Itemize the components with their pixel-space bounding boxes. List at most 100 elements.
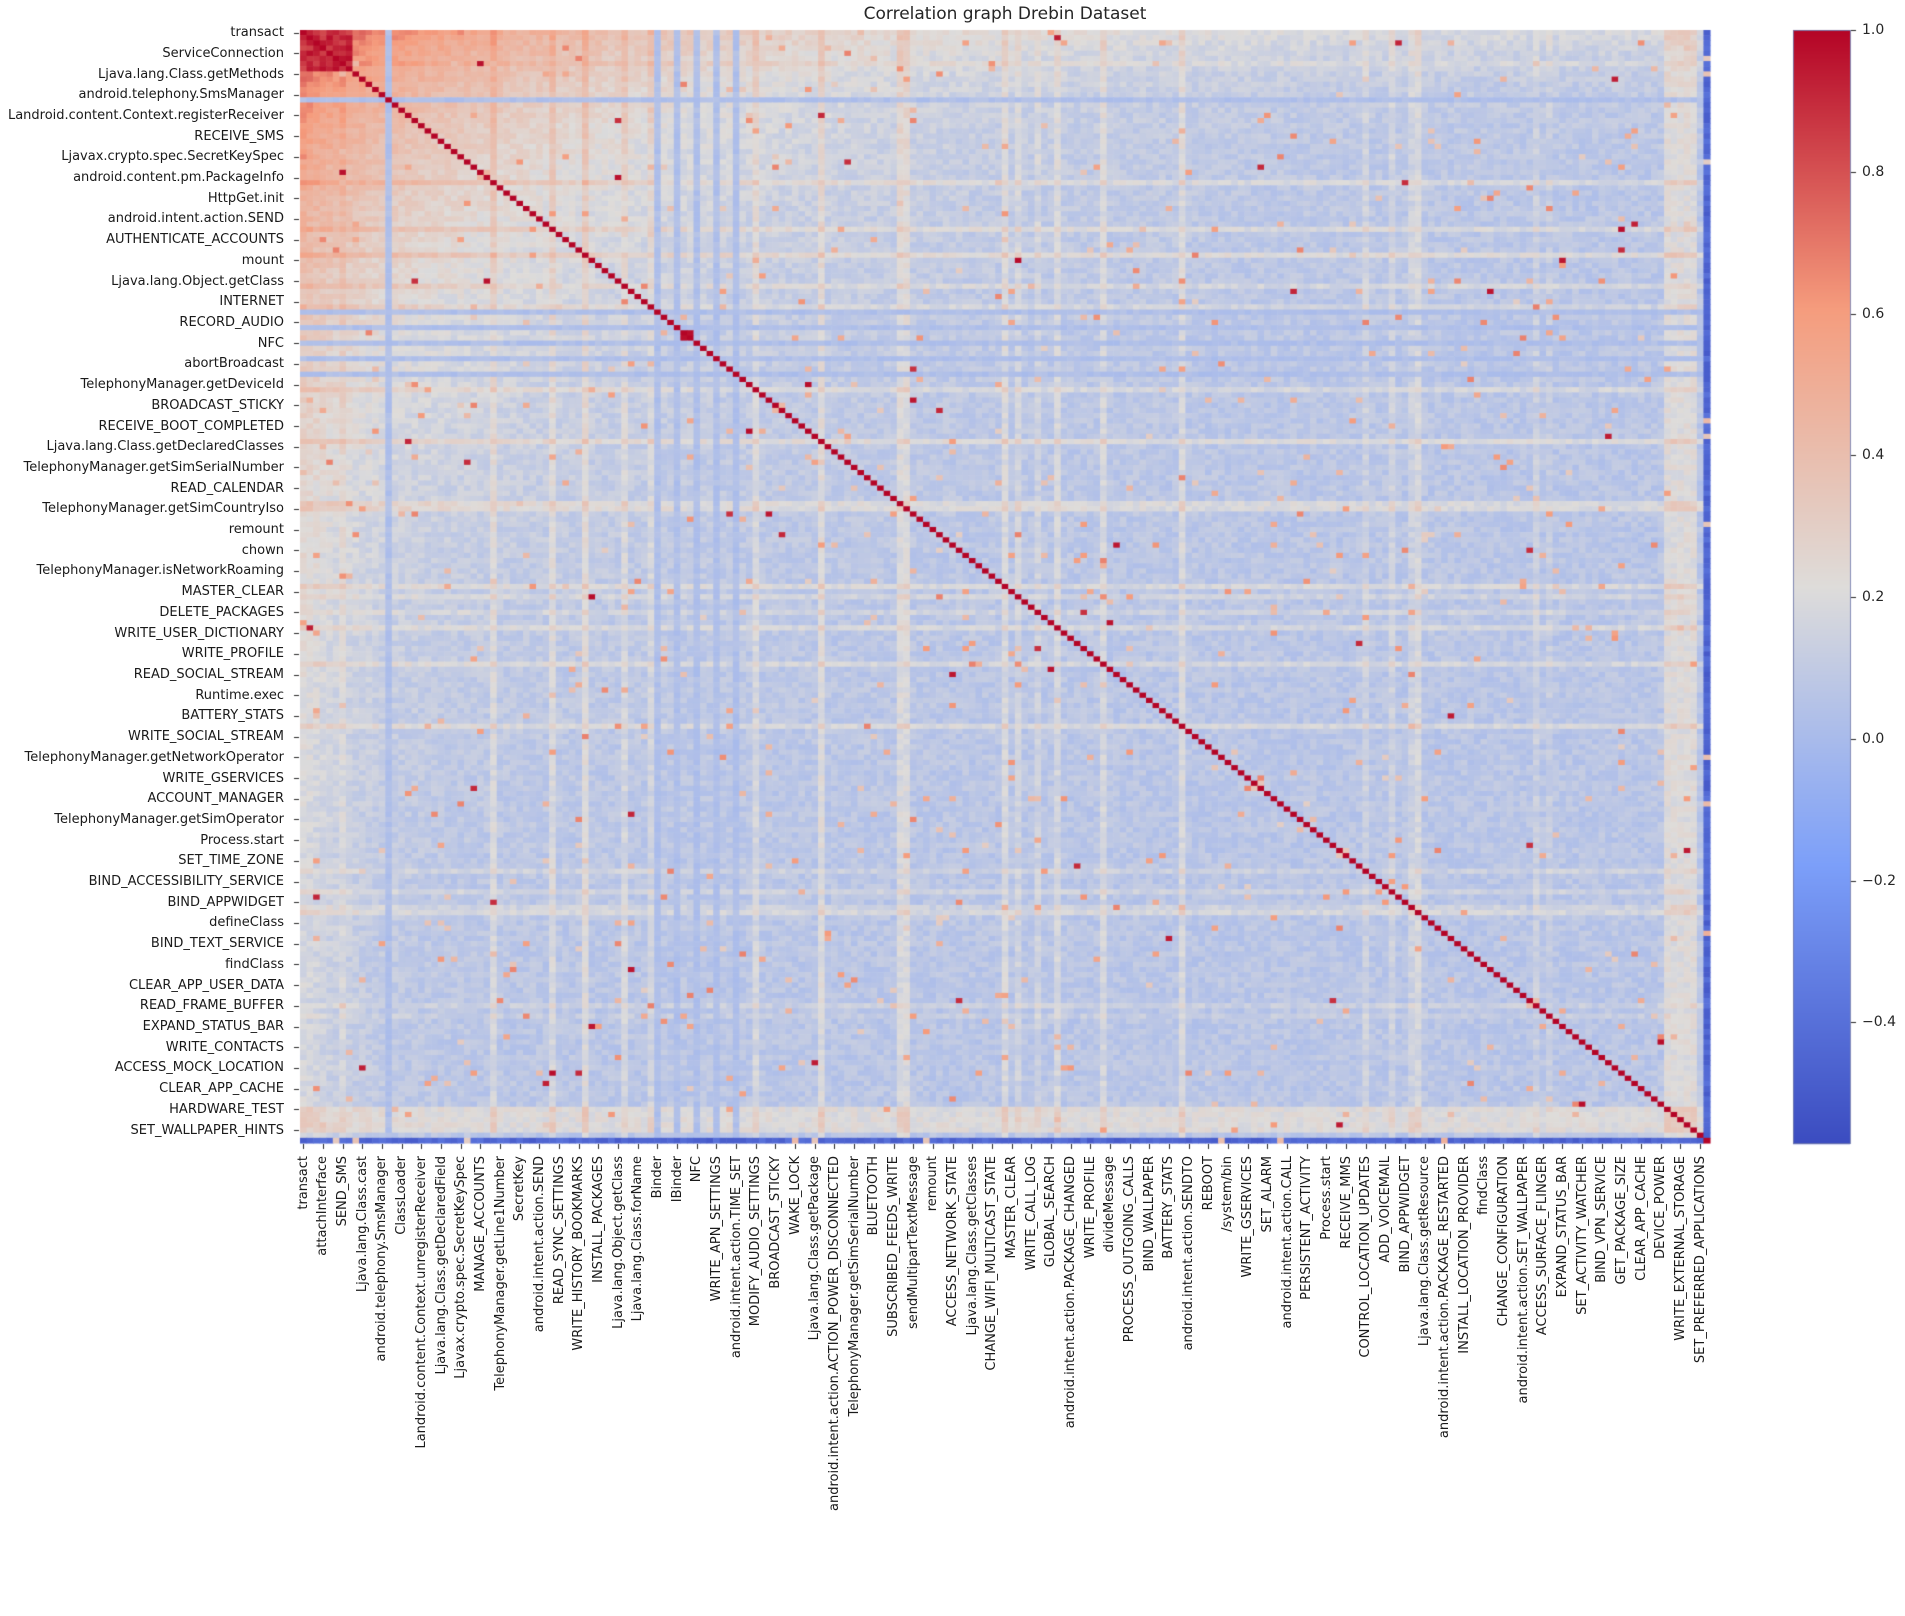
x-tick-label: TelephonyManager.getSimSerialNumber <box>846 1156 862 1417</box>
y-tick-label: ServiceConnection <box>162 45 284 61</box>
y-tick-label: READ_FRAME_BUFFER <box>139 998 284 1014</box>
y-tick-label: SET_WALLPAPER_HINTS <box>130 1122 284 1138</box>
y-tick-label: findClass <box>225 956 284 972</box>
x-tick-label: MODIFY_AUDIO_SETTINGS <box>748 1156 764 1327</box>
y-tick-label: android.content.pm.PackageInfo <box>73 170 284 186</box>
x-tick-label: transact <box>295 1156 311 1210</box>
x-tick-label: BATTERY_STATS <box>1161 1156 1177 1259</box>
x-tick-label: ACCESS_SURFACE_FLINGER <box>1535 1156 1551 1336</box>
y-tick-label: CLEAR_APP_USER_DATA <box>128 977 284 993</box>
y-tick-label: ACCESS_MOCK_LOCATION <box>114 1060 284 1076</box>
x-tick-label: Ljava.lang.Class.forName <box>630 1156 646 1322</box>
y-tick-label: Ljava.lang.Class.getDeclaredClasses <box>46 439 284 455</box>
x-tick-label: ADD_VOICEMAIL <box>1377 1156 1393 1263</box>
x-tick-label: android.intent.action.TIME_SET <box>728 1156 744 1359</box>
y-tick-label: WRITE_USER_DICTIONARY <box>114 625 284 641</box>
x-tick-label: /system/bin <box>1220 1156 1236 1232</box>
x-tick-label: WRITE_EXTERNAL_STORAGE <box>1672 1156 1688 1341</box>
x-tick-label: SET_ALARM <box>1259 1156 1275 1233</box>
y-tick-label: transact <box>230 25 284 41</box>
x-tick-label: android.intent.action.SEND <box>531 1156 547 1333</box>
x-tick-label: android.intent.action.SET_WALLPAPER <box>1515 1156 1531 1404</box>
x-tick-label: BIND_VPN_SERVICE <box>1594 1156 1610 1283</box>
x-tick-label: WRITE_GSERVICES <box>1240 1156 1256 1278</box>
y-tick-label: TelephonyManager.getDeviceId <box>80 377 284 393</box>
y-tick-label: Ljava.lang.Object.getClass <box>111 273 284 289</box>
x-tick-label: WRITE_APN_SETTINGS <box>708 1156 724 1302</box>
x-tick-label: BIND_APPWIDGET <box>1397 1156 1413 1273</box>
colorbar-tick-label: 0.6 <box>1862 305 1885 322</box>
y-tick-label: SET_TIME_ZONE <box>178 853 284 869</box>
y-tick-label: TelephonyManager.getNetworkOperator <box>24 749 284 765</box>
colorbar-tick-label: −0.2 <box>1862 872 1896 889</box>
x-tick-label: MASTER_CLEAR <box>1004 1156 1020 1259</box>
y-tick-label: BATTERY_STATS <box>181 708 284 724</box>
y-tick-label: BIND_APPWIDGET <box>167 894 285 910</box>
y-tick-label: WRITE_PROFILE <box>181 646 284 662</box>
y-tick-label: BROADCAST_STICKY <box>151 397 284 413</box>
x-tick-label: SET_PREFERRED_APPLICATIONS <box>1692 1156 1708 1364</box>
x-tick-label: BLUETOOTH <box>866 1156 882 1236</box>
colorbar-tick-label: 0.4 <box>1862 447 1885 464</box>
x-tick-label: WRITE_PROFILE <box>1082 1156 1098 1259</box>
x-tick-label: ACCESS_NETWORK_STATE <box>945 1156 961 1327</box>
x-tick-label: Landroid.content.Context.unregisterRecei… <box>413 1156 429 1449</box>
y-tick-label: WRITE_GSERVICES <box>162 770 284 786</box>
x-tick-label: WRITE_HISTORY_BOOKMARKS <box>571 1156 587 1351</box>
x-tick-label: Binder <box>649 1156 665 1199</box>
y-tick-label: HttpGet.init <box>207 190 284 206</box>
x-tick-label: Ljava.lang.Class.cast <box>354 1156 370 1293</box>
x-tick-label: Ljava.lang.Class.getClasses <box>964 1156 980 1336</box>
y-tick-label: BIND_ACCESSIBILITY_SERVICE <box>88 874 284 890</box>
y-tick-label: BIND_TEXT_SERVICE <box>150 936 284 952</box>
x-tick-label: Ljava.lang.Class.getResource <box>1417 1156 1433 1347</box>
y-tick-label: WRITE_CONTACTS <box>165 1039 284 1055</box>
y-tick-label: TelephonyManager.getSimOperator <box>54 811 284 827</box>
x-tick-label: android.telephony.SmsManager <box>374 1156 390 1362</box>
y-tick-label: Ljava.lang.Class.getMethods <box>97 66 284 82</box>
y-tick-label: defineClass <box>209 915 284 931</box>
y-tick-label: WRITE_SOCIAL_STREAM <box>128 729 284 745</box>
x-tick-label: INSTALL_LOCATION_PROVIDER <box>1456 1156 1472 1354</box>
x-tick-label: GET_PACKAGE_SIZE <box>1613 1156 1629 1285</box>
y-tick-label: mount <box>241 252 284 268</box>
x-tick-label: EXPAND_STATUS_BAR <box>1554 1156 1570 1298</box>
x-tick-label: PROCESS_OUTGOING_CALLS <box>1122 1156 1138 1343</box>
y-tick-label: TelephonyManager.getSimCountryIso <box>42 501 284 517</box>
x-tick-label: WAKE_LOCK <box>787 1156 803 1235</box>
y-tick-label: RECEIVE_SMS <box>194 128 284 144</box>
colorbar-tick-label: 0.2 <box>1862 589 1885 606</box>
x-tick-label: CHANGE_CONFIGURATION <box>1495 1156 1511 1327</box>
x-tick-label: DEVICE_POWER <box>1653 1156 1669 1259</box>
y-tick-label: remount <box>228 522 284 538</box>
y-tick-label: AUTHENTICATE_ACCOUNTS <box>106 232 284 248</box>
y-tick-label: EXPAND_STATUS_BAR <box>142 1019 284 1035</box>
x-tick-label: Ljava.lang.Class.getDeclaredField <box>433 1156 449 1375</box>
y-tick-label: abortBroadcast <box>184 356 284 372</box>
x-tick-label: SecretKey <box>512 1156 528 1222</box>
x-tick-label: CLEAR_APP_CACHE <box>1633 1156 1649 1281</box>
x-tick-label: Ljava.lang.Object.getClass <box>610 1156 626 1329</box>
x-tick-label: MANAGE_ACCOUNTS <box>472 1156 488 1292</box>
y-tick-label: Runtime.exec <box>195 687 284 703</box>
y-tick-label: HARDWARE_TEST <box>169 1101 284 1117</box>
x-tick-label: SET_ACTIVITY_WATCHER <box>1574 1156 1590 1315</box>
x-tick-label: divideMessage <box>1102 1156 1118 1253</box>
y-tick-label: chown <box>241 542 284 558</box>
y-tick-label: MASTER_CLEAR <box>181 584 284 600</box>
x-tick-label: remount <box>925 1156 941 1212</box>
x-tick-label: CONTROL_LOCATION_UPDATES <box>1358 1156 1374 1358</box>
y-tick-label: ACCOUNT_MANAGER <box>147 791 284 807</box>
x-tick-label: android.intent.action.PACKAGE_CHANGED <box>1063 1156 1079 1429</box>
x-tick-label: android.intent.action.CALL <box>1279 1156 1295 1329</box>
colorbar-tick-label: 0.8 <box>1862 163 1885 180</box>
y-tick-label: INTERNET <box>219 294 284 310</box>
x-tick-label: REBOOT <box>1200 1156 1216 1211</box>
x-tick-label: IBinder <box>669 1156 685 1203</box>
colorbar-tick-label: −0.4 <box>1862 1014 1896 1031</box>
x-tick-label: WRITE_CALL_LOG <box>1023 1156 1039 1271</box>
x-tick-label: android.intent.action.PACKAGE_RESTARTED <box>1436 1156 1452 1439</box>
y-tick-label: Ljavax.crypto.spec.SecretKeySpec <box>61 149 284 165</box>
